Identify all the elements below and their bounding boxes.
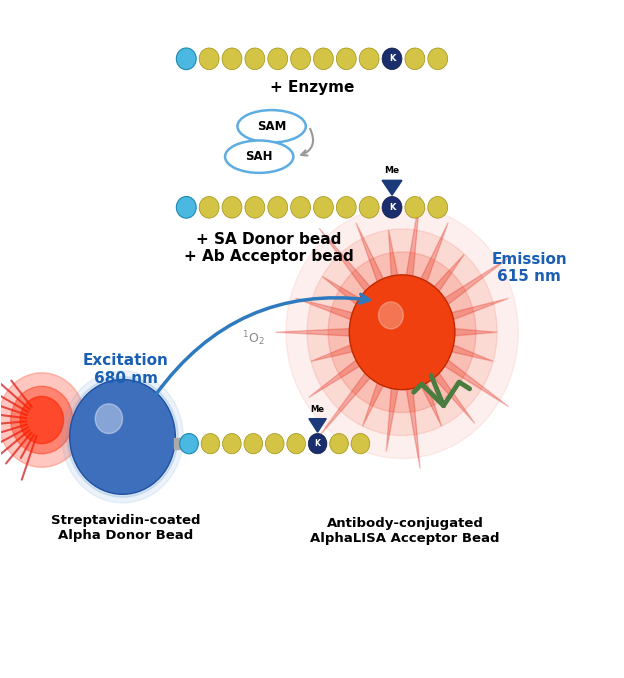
Circle shape (67, 377, 178, 497)
Circle shape (244, 433, 263, 454)
Text: K: K (389, 203, 395, 212)
Polygon shape (442, 359, 509, 407)
Circle shape (245, 48, 265, 70)
Circle shape (201, 433, 220, 454)
Text: SAM: SAM (257, 120, 286, 133)
Circle shape (199, 197, 219, 218)
Circle shape (379, 302, 403, 329)
Polygon shape (420, 222, 448, 284)
Polygon shape (449, 298, 509, 321)
Polygon shape (309, 419, 326, 432)
Text: Me: Me (311, 405, 324, 414)
Ellipse shape (238, 110, 306, 142)
Polygon shape (275, 328, 352, 336)
Circle shape (291, 48, 311, 70)
Text: Excitation
680 nm: Excitation 680 nm (83, 353, 168, 386)
Circle shape (428, 197, 447, 218)
Polygon shape (420, 380, 442, 426)
Text: + Enzyme: + Enzyme (270, 80, 354, 96)
Circle shape (405, 197, 425, 218)
Circle shape (336, 197, 356, 218)
Circle shape (177, 197, 196, 218)
Polygon shape (406, 196, 420, 279)
Circle shape (62, 371, 183, 503)
Circle shape (265, 433, 284, 454)
Circle shape (0, 373, 85, 467)
FancyArrowPatch shape (156, 294, 369, 395)
Ellipse shape (225, 140, 293, 173)
Polygon shape (449, 344, 494, 361)
Text: Streptavidin-coated
Alpha Donor Bead: Streptavidin-coated Alpha Donor Bead (51, 514, 200, 542)
Circle shape (307, 229, 497, 435)
Circle shape (313, 48, 333, 70)
Circle shape (382, 197, 402, 218)
Polygon shape (311, 344, 355, 361)
Circle shape (245, 197, 265, 218)
Text: $^1$O$_2$: $^1$O$_2$ (241, 330, 265, 348)
Polygon shape (452, 328, 497, 336)
Circle shape (308, 433, 327, 454)
Text: K: K (389, 54, 395, 63)
Polygon shape (432, 371, 475, 423)
FancyArrowPatch shape (301, 129, 313, 155)
Polygon shape (322, 277, 362, 306)
Circle shape (359, 48, 379, 70)
Circle shape (349, 275, 455, 390)
Polygon shape (309, 359, 362, 397)
Circle shape (95, 404, 122, 433)
Polygon shape (319, 228, 372, 294)
Circle shape (222, 48, 242, 70)
Circle shape (329, 433, 348, 454)
Polygon shape (442, 258, 509, 306)
Text: Emission
615 nm: Emission 615 nm (492, 252, 567, 284)
Polygon shape (356, 222, 384, 284)
Circle shape (222, 197, 242, 218)
Circle shape (180, 433, 198, 454)
Circle shape (177, 48, 196, 70)
Circle shape (20, 397, 64, 443)
Polygon shape (319, 371, 372, 437)
Circle shape (11, 386, 73, 454)
Circle shape (359, 197, 379, 218)
Circle shape (199, 48, 219, 70)
Circle shape (428, 48, 447, 70)
Polygon shape (363, 380, 384, 426)
Polygon shape (382, 180, 402, 195)
Circle shape (286, 206, 519, 458)
Circle shape (70, 380, 175, 494)
Circle shape (405, 48, 425, 70)
Polygon shape (296, 298, 355, 321)
Circle shape (382, 48, 402, 70)
Polygon shape (432, 254, 464, 294)
Circle shape (313, 197, 333, 218)
Circle shape (291, 197, 311, 218)
Text: SAH: SAH (245, 151, 273, 163)
Text: Me: Me (384, 166, 399, 175)
Circle shape (328, 252, 476, 413)
Circle shape (223, 433, 241, 454)
Circle shape (351, 433, 370, 454)
Circle shape (268, 197, 288, 218)
Polygon shape (389, 230, 398, 279)
Polygon shape (386, 386, 398, 452)
Bar (174, 438, 188, 449)
Circle shape (268, 48, 288, 70)
Text: Antibody-conjugated
AlphaLISA Acceptor Bead: Antibody-conjugated AlphaLISA Acceptor B… (310, 517, 500, 545)
Text: + SA Donor bead
+ Ab Acceptor bead: + SA Donor bead + Ab Acceptor bead (183, 232, 353, 264)
Circle shape (336, 48, 356, 70)
Text: K: K (314, 439, 321, 448)
Polygon shape (406, 386, 420, 468)
Circle shape (287, 433, 306, 454)
